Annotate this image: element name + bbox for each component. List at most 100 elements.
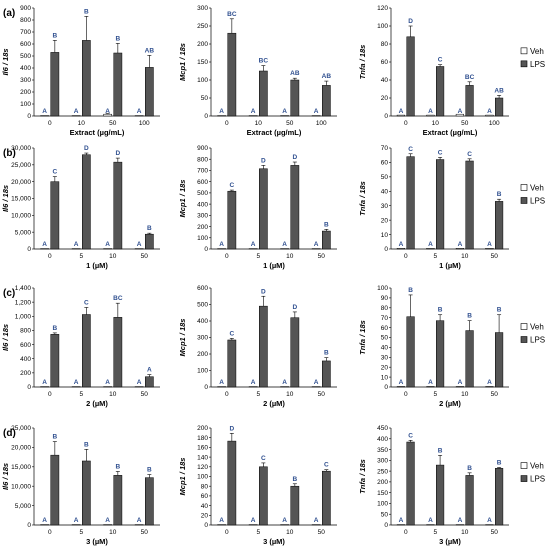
lps-bar (436, 159, 445, 250)
significance-letter: B (84, 441, 89, 448)
legend-veh-swatch (520, 323, 528, 330)
legend-veh-label: Veh (530, 183, 544, 192)
significance-letter: A (42, 379, 47, 386)
lps-bar (406, 156, 415, 250)
significance-letter: A (487, 241, 492, 248)
legend-veh-swatch (520, 47, 528, 55)
significance-letter: A (487, 379, 492, 386)
y-axis-label: Tnfa / 18s (358, 459, 367, 494)
veh-bar (455, 248, 464, 250)
significance-letter: B (147, 225, 152, 232)
y-tick-label: 70 (381, 315, 389, 322)
significance-letter: B (52, 434, 57, 441)
panel-label: (c) (3, 288, 15, 299)
x-tick-label: 50 (318, 529, 326, 536)
significance-letter: D (229, 425, 234, 432)
significance-letter: B (408, 287, 413, 294)
y-tick-label: 25,000 (11, 425, 31, 432)
y-tick-label: 200 (197, 41, 208, 48)
significance-letter: B (497, 459, 502, 466)
significance-letter: BC (227, 11, 237, 18)
lps-bar (290, 165, 300, 250)
y-tick-label: 400 (377, 436, 388, 443)
y-tick-label: 70 (381, 145, 389, 152)
y-axis-label: Il6 / 18s (1, 463, 10, 490)
panel-label: (a) (3, 8, 15, 19)
x-tick-label: 0 (225, 120, 229, 127)
y-tick-label: 0 (204, 246, 208, 253)
y-tick-label: 200 (20, 89, 31, 96)
significance-letter: A (314, 379, 319, 386)
x-tick-label: 10 (286, 391, 294, 398)
y-tick-label: 200 (197, 425, 208, 432)
x-tick-label: 10 (461, 253, 469, 260)
panel-label: (d) (3, 428, 16, 439)
significance-letter: A (251, 108, 256, 115)
y-axis-label: Tnfa / 18s (358, 45, 367, 80)
significance-letter: B (324, 350, 329, 357)
significance-letter: A (219, 241, 224, 248)
lps-bar (259, 168, 268, 250)
legend-veh-swatch (520, 462, 528, 469)
y-tick-label: 0 (27, 522, 31, 529)
y-tick-label: 100 (197, 77, 208, 84)
significance-letter: A (428, 108, 433, 115)
y-tick-label: 900 (197, 145, 208, 152)
significance-letter: AB (290, 70, 300, 77)
significance-letter: A (147, 367, 152, 374)
y-tick-label: 50 (381, 511, 389, 518)
significance-letter: BC (465, 74, 475, 81)
y-tick-label: 50 (381, 174, 389, 181)
y-tick-label: 1,200 (15, 299, 32, 306)
lps-bar (465, 160, 474, 250)
x-tick-label: 100 (489, 120, 500, 127)
significance-letter: A (487, 108, 492, 115)
significance-letter: D (261, 157, 266, 164)
y-tick-label: 600 (197, 179, 208, 186)
significance-letter: B (147, 467, 152, 474)
significance-letter: A (219, 108, 224, 115)
x-tick-label: 10 (286, 529, 294, 536)
significance-letter: A (42, 517, 47, 524)
x-tick-label: 5 (256, 529, 260, 536)
y-tick-label: 60 (381, 59, 389, 66)
x-tick-label: 50 (318, 391, 326, 398)
significance-letter: BC (259, 58, 269, 65)
lps-bar (465, 85, 474, 117)
x-axis-label: 2 (µM) (263, 399, 285, 408)
significance-letter: C (84, 299, 89, 306)
significance-letter: B (438, 447, 443, 454)
y-tick-label: 20 (381, 364, 389, 371)
x-tick-label: 50 (491, 253, 499, 260)
y-tick-label: 800 (20, 17, 31, 24)
lps-bar (227, 32, 237, 117)
significance-letter: B (438, 307, 443, 314)
significance-letter: A (74, 517, 79, 524)
lps-bar (82, 154, 91, 250)
y-tick-label: 500 (197, 302, 208, 309)
significance-letter: B (497, 191, 502, 198)
x-tick-label: 5 (79, 253, 83, 260)
x-axis-label: Extract (µg/mL) (70, 128, 125, 137)
significance-letter: D (261, 288, 266, 295)
y-tick-label: 5,000 (15, 503, 32, 510)
x-tick-label: 10 (432, 120, 440, 127)
y-tick-label: 0 (27, 246, 31, 253)
significance-letter: D (292, 304, 297, 311)
x-tick-label: 5 (433, 253, 437, 260)
lps-bar (259, 70, 268, 117)
x-tick-label: 100 (139, 120, 150, 127)
y-tick-label: 300 (377, 458, 388, 465)
y-tick-label: 0 (384, 246, 388, 253)
y-tick-label: 100 (377, 501, 388, 508)
x-tick-label: 5 (79, 529, 83, 536)
x-axis-label: 3 (µM) (439, 537, 461, 546)
x-axis-label: 3 (µM) (86, 537, 108, 546)
y-tick-label: 0 (384, 522, 388, 529)
x-tick-label: 0 (404, 529, 408, 536)
y-tick-label: 60 (381, 160, 389, 167)
legend-lps-label: LPS (530, 60, 545, 69)
y-tick-label: 100 (197, 368, 208, 375)
y-tick-label: 10,000 (11, 483, 31, 490)
veh-bar (455, 113, 464, 117)
